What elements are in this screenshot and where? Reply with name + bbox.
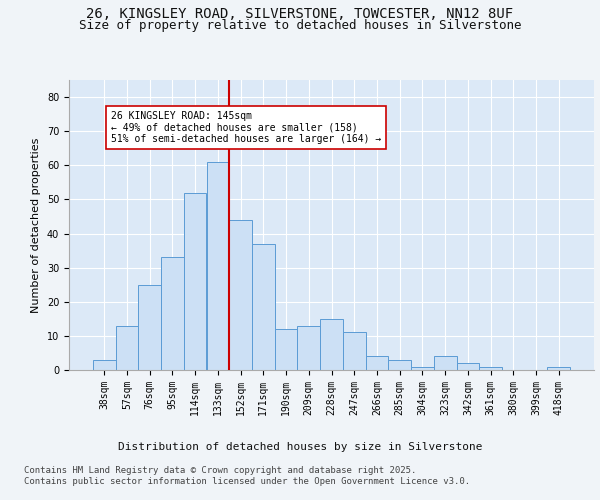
Bar	[206, 162, 229, 370]
Text: 26, KINGSLEY ROAD, SILVERSTONE, TOWCESTER, NN12 8UF: 26, KINGSLEY ROAD, SILVERSTONE, TOWCESTE…	[86, 8, 514, 22]
Bar	[434, 356, 457, 370]
Bar	[365, 356, 388, 370]
Text: Distribution of detached houses by size in Silverstone: Distribution of detached houses by size …	[118, 442, 482, 452]
Bar	[116, 326, 139, 370]
Bar	[184, 192, 206, 370]
Text: 26 KINGSLEY ROAD: 145sqm
← 49% of detached houses are smaller (158)
51% of semi-: 26 KINGSLEY ROAD: 145sqm ← 49% of detach…	[111, 110, 381, 144]
Bar	[411, 366, 434, 370]
Text: Size of property relative to detached houses in Silverstone: Size of property relative to detached ho…	[79, 19, 521, 32]
Bar	[93, 360, 116, 370]
Bar	[229, 220, 252, 370]
Bar	[139, 284, 161, 370]
Bar	[457, 363, 479, 370]
Bar	[320, 319, 343, 370]
Bar	[275, 329, 298, 370]
Bar	[479, 366, 502, 370]
Bar	[252, 244, 275, 370]
Bar	[547, 366, 570, 370]
Y-axis label: Number of detached properties: Number of detached properties	[31, 138, 41, 312]
Bar	[161, 258, 184, 370]
Text: Contains HM Land Registry data © Crown copyright and database right 2025.: Contains HM Land Registry data © Crown c…	[24, 466, 416, 475]
Bar	[298, 326, 320, 370]
Bar	[343, 332, 365, 370]
Text: Contains public sector information licensed under the Open Government Licence v3: Contains public sector information licen…	[24, 477, 470, 486]
Bar	[388, 360, 411, 370]
